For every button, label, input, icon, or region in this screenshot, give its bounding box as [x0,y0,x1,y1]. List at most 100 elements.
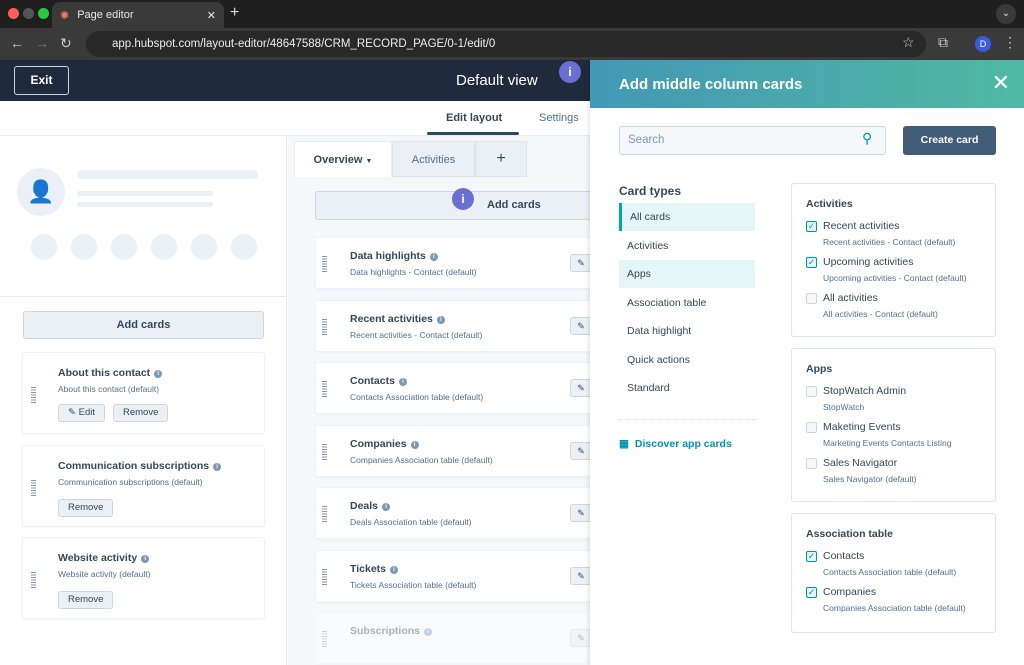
drag-handle[interactable] [31,572,36,588]
left-add-cards-button[interactable]: Add cards [23,311,264,339]
info-badge[interactable]: i [559,61,581,83]
discover-app-cards-link[interactable]: ▦ Discover app cards [619,438,732,450]
profile-avatar[interactable]: D [975,36,991,52]
drag-handle[interactable] [322,568,327,585]
card-option[interactable]: ✓ Companies Companies Association table (d… [806,586,981,613]
card-types-heading: Card types [619,184,682,198]
extensions-icon[interactable]: ⧉ [938,34,948,50]
card-subtitle: Contacts Association table (default) [350,392,484,402]
card-type-activities[interactable]: Activities [627,239,669,252]
checkbox-checked[interactable]: ✓ [806,587,817,598]
card-option[interactable]: ✓ Upcoming activities Upcoming activities … [806,256,981,283]
card-title: Recent activities [350,312,433,325]
edit-button[interactable]: ✎ Edit [58,404,105,422]
remove-button[interactable]: Remove [112,404,169,422]
option-subtitle: StopWatch [823,402,865,412]
drag-handle[interactable] [31,480,36,496]
drag-handle[interactable] [322,318,327,335]
drag-handle[interactable] [322,381,327,397]
sub-navigation: Edit layout Settings [0,101,590,136]
edit-pencil-icon[interactable]: ✎ [570,629,592,647]
close-icon[interactable]: ✕ [991,70,1010,95]
card-option[interactable]: ✓ Recent activities Recent activities - Co… [806,220,981,247]
tab-activities[interactable]: Activities [392,141,475,177]
search-icon[interactable]: ⚲ [862,130,873,146]
sidebar-card: Communication subscriptions i Communicati… [22,445,265,527]
tab-settings[interactable]: Settings [539,112,579,124]
bookmark-star-icon[interactable]: ☆ [902,34,915,50]
info-icon[interactable]: i [213,463,222,471]
card-type-all-cards[interactable]: All cards [619,203,755,231]
info-icon[interactable]: i [429,253,438,261]
left-column: 👤 Add cards About this contact i About th… [0,136,287,665]
card-subtitle: About this contact (default) [58,384,160,394]
middle-card: Deals i Deals Association table (default)… [315,487,605,539]
card-option[interactable]: StopWatch Admin StopWatch [806,385,981,412]
checkbox-unchecked[interactable] [806,422,817,433]
create-card-button[interactable]: Create card [903,126,996,155]
drag-handle[interactable] [322,631,327,647]
card-group-activities: Activities ✓ Recent activities Recent activ… [791,183,996,337]
drag-handle[interactable] [322,506,327,522]
drag-handle[interactable] [322,443,327,460]
search-input[interactable]: Search [619,126,886,155]
drag-handle[interactable] [31,387,36,403]
forward-icon[interactable]: → [35,35,49,51]
card-subtitle: Tickets Association table (default) [350,579,477,590]
edit-pencil-icon[interactable]: ✎ [570,441,592,460]
option-label: Upcoming activities [823,256,914,268]
info-icon[interactable]: i [154,370,163,378]
url-field[interactable]: app.hubspot.com/layout-editor/48647588/C… [86,31,926,57]
group-title: Activities [806,198,853,210]
card-type-standard[interactable]: Standard [627,382,670,394]
card-type-apps[interactable]: Apps [619,260,755,288]
card-option[interactable]: ✓ Contacts Contacts Association table (def… [806,550,981,577]
tab-edit-layout[interactable]: Edit layout [446,112,503,124]
close-tab-icon[interactable]: ✕ [206,9,216,22]
info-badge[interactable]: i [452,188,474,210]
info-icon[interactable]: i [410,440,419,449]
option-label: Maketing Events [823,421,901,433]
card-type-quick-actions[interactable]: Quick actions [627,353,691,366]
card-type-association-table[interactable]: Association table [627,296,707,309]
back-icon[interactable]: ← [10,35,24,51]
checkbox-unchecked[interactable] [806,386,817,397]
info-icon[interactable]: i [390,565,398,574]
info-icon[interactable]: i [398,378,407,386]
edit-pencil-icon[interactable]: ✎ [570,504,592,522]
info-icon[interactable]: i [141,555,150,563]
browser-menu-icon[interactable]: ⋮ [1003,34,1017,50]
card-option[interactable]: Sales Navigator Sales Navigator (default) [806,457,981,484]
option-label: All activities [823,292,878,304]
card-option[interactable]: Maketing Events Marketing Events Contacts… [806,421,981,448]
maximize-window-button[interactable] [38,8,49,19]
edit-pencil-icon[interactable]: ✎ [570,379,592,397]
edit-pencil-icon[interactable]: ✎ [570,566,592,585]
remove-button[interactable]: Remove [58,499,114,517]
card-type-data-highlight[interactable]: Data highlight [627,325,692,337]
card-option[interactable]: All activities All activities - Contact (… [806,292,981,319]
checkbox-unchecked[interactable] [806,458,817,469]
tab-menu-button[interactable]: ⌄ [996,4,1016,24]
info-icon[interactable]: i [436,315,445,324]
remove-button[interactable]: Remove [58,591,114,609]
browser-tab[interactable]: ✺ Page editor ✕ [52,2,224,28]
add-tab-button[interactable]: + [475,141,527,177]
close-window-button[interactable] [8,8,19,19]
info-icon[interactable]: i [382,503,391,511]
checkbox-unchecked[interactable] [806,293,817,304]
edit-pencil-icon[interactable]: ✎ [570,316,592,335]
skeleton-line [77,170,258,179]
new-tab-button[interactable]: + [230,4,240,21]
drag-handle[interactable] [322,256,327,272]
reload-icon[interactable]: ↻ [60,35,72,51]
card-title: About this contact [58,367,151,379]
checkbox-checked[interactable]: ✓ [806,551,817,562]
minimize-window-button[interactable] [23,8,34,19]
exit-button[interactable]: Exit [14,66,69,95]
checkbox-checked[interactable]: ✓ [806,221,817,232]
tab-overview[interactable]: Overview ▼ [294,141,392,177]
edit-pencil-icon[interactable]: ✎ [570,254,592,272]
checkbox-checked[interactable]: ✓ [806,257,817,268]
info-icon[interactable]: i [424,628,433,636]
